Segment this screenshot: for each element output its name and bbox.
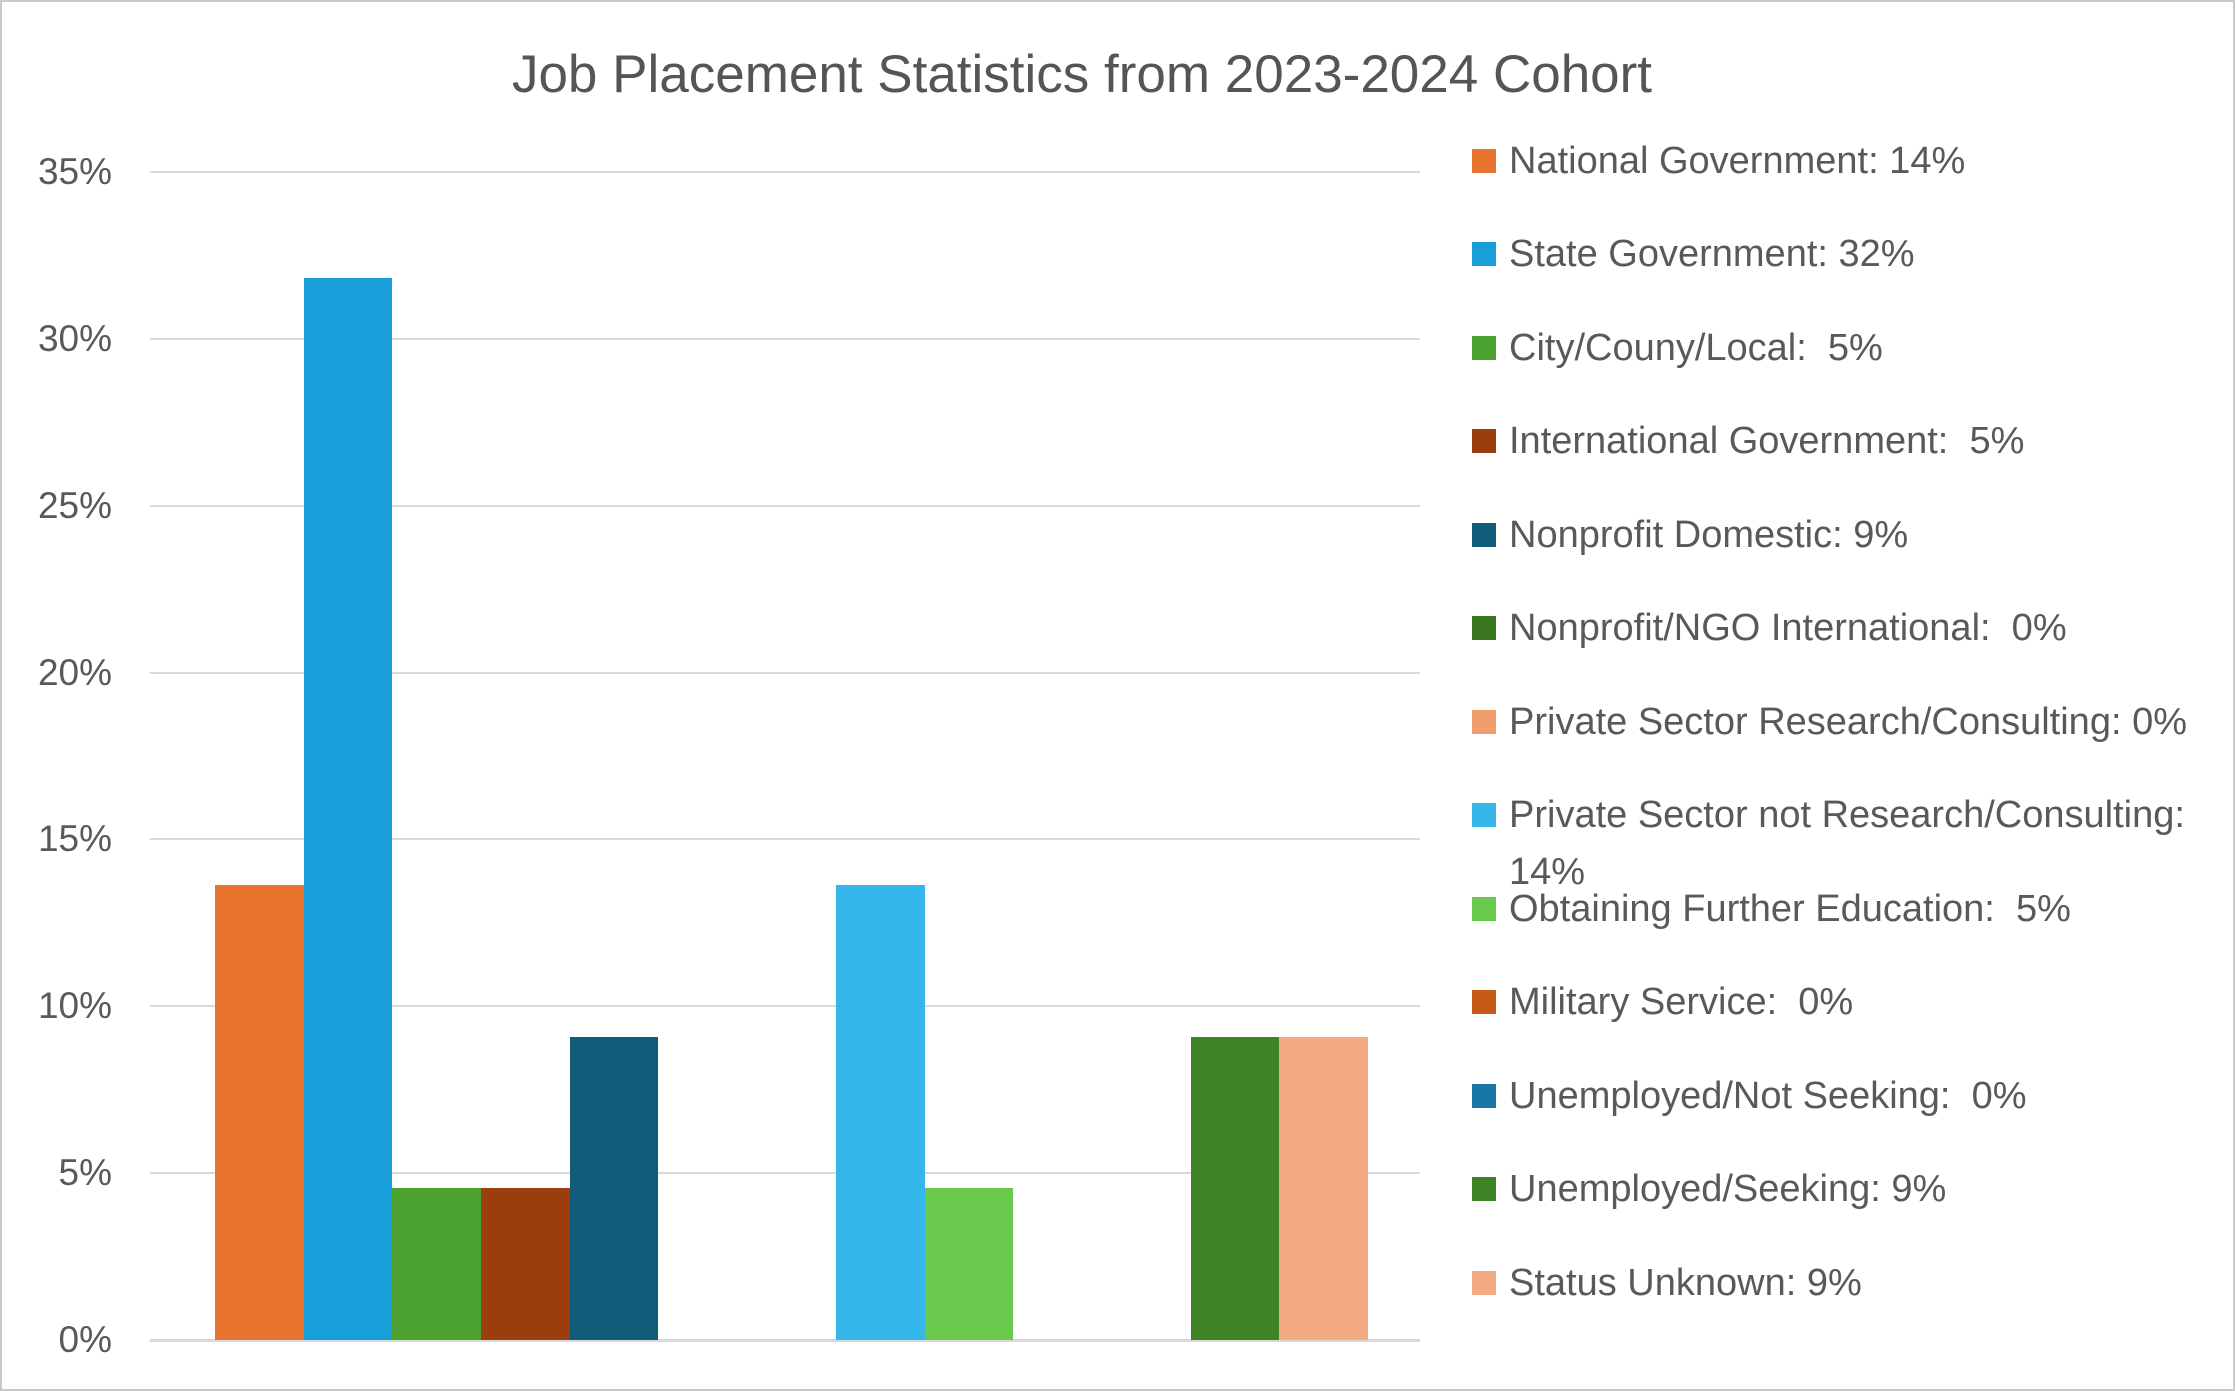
gridline-0pct (150, 1339, 1420, 1342)
legend-item-label: Unemployed/Not Seeking: 0% (1509, 1075, 2027, 1117)
y-axis-label: 5% (58, 1152, 112, 1193)
gridline-30pct (150, 338, 1420, 340)
legend-item-private-sector-not-research-consulting: Private Sector not Research/Consulting: … (1472, 787, 2214, 901)
legend-item-international-government: International Government: 5% (1472, 413, 2214, 470)
legend-item-label: Nonprofit/NGO International: 0% (1509, 607, 2067, 649)
gridline-35pct (150, 171, 1420, 173)
legend-item-status-unknown: Status Unknown: 9% (1472, 1255, 2214, 1312)
y-axis-label: 10% (37, 985, 112, 1026)
legend-item-label: Military Service: 0% (1509, 981, 1854, 1023)
y-axis-label: 0% (58, 1319, 112, 1360)
bar-nonprofit-domestic (570, 1037, 658, 1340)
chart-title: Job Placement Statistics from 2023-2024 … (511, 45, 1653, 104)
legend-item-label: National Government: 14% (1509, 140, 1966, 182)
gridline-20pct (150, 672, 1420, 674)
y-axis-label: 25% (37, 485, 112, 526)
legend-item-city-couny-local: City/Couny/Local: 5% (1472, 320, 2214, 377)
legend-item-nonprofit-ngo-international: Nonprofit/NGO International: 0% (1472, 600, 2214, 657)
y-axis-label: 15% (37, 818, 112, 859)
legend-item-label: Nonprofit Domestic: 9% (1509, 514, 1909, 556)
legend-swatch (1472, 242, 1496, 266)
legend-item-obtaining-further-education: Obtaining Further Education: 5% (1472, 881, 2214, 938)
bar-unemployed-seeking (1191, 1037, 1279, 1340)
bar-national-government (215, 885, 304, 1340)
bar-international-government (481, 1188, 570, 1340)
legend-item-unemployed-seeking: Unemployed/Seeking: 9% (1472, 1161, 2214, 1218)
legend-swatch (1472, 1084, 1496, 1108)
legend-item-label: City/Couny/Local: 5% (1509, 327, 1883, 369)
legend-item-label: International Government: 5% (1509, 420, 2025, 462)
bar-obtaining-further-education (925, 1188, 1013, 1340)
legend-item-label: Private Sector Research/Consulting: 0% (1509, 701, 2187, 743)
legend-item-label: Private Sector not Research/Consulting: … (1509, 794, 2196, 893)
legend-item-label: Obtaining Further Education: 5% (1509, 888, 2071, 930)
gridline-25pct (150, 505, 1420, 507)
legend-swatch (1472, 990, 1496, 1014)
legend-swatch (1472, 616, 1496, 640)
legend-item-national-government: National Government: 14% (1472, 133, 2214, 190)
legend-item-state-government: State Government: 32% (1472, 226, 2214, 283)
y-axis-label: 20% (37, 652, 112, 693)
legend-item-private-sector-research-consulting: Private Sector Research/Consulting: 0% (1472, 694, 2214, 751)
legend-swatch (1472, 897, 1496, 921)
legend-swatch (1472, 523, 1496, 547)
gridline-5pct (150, 1172, 1420, 1174)
gridline-10pct (150, 1005, 1420, 1007)
legend-item-label: Unemployed/Seeking: 9% (1509, 1168, 1947, 1210)
y-axis-label: 30% (37, 318, 112, 359)
bar-state-government (304, 278, 392, 1340)
legend-swatch (1472, 803, 1496, 827)
bar-private-sector-not-research-consulting (836, 885, 925, 1340)
legend-swatch (1472, 336, 1496, 360)
legend-swatch (1472, 1271, 1496, 1295)
legend-swatch (1472, 1177, 1496, 1201)
legend-item-unemployed-not-seeking: Unemployed/Not Seeking: 0% (1472, 1068, 2214, 1125)
legend-item-label: State Government: 32% (1509, 233, 1915, 275)
bar-status-unknown (1279, 1037, 1368, 1340)
y-axis-label: 35% (37, 151, 112, 192)
legend-item-label: Status Unknown: 9% (1509, 1262, 1862, 1304)
legend-swatch (1472, 710, 1496, 734)
legend-item-military-service: Military Service: 0% (1472, 974, 2214, 1031)
legend-item-nonprofit-domestic: Nonprofit Domestic: 9% (1472, 507, 2214, 564)
legend-swatch (1472, 149, 1496, 173)
bar-city-couny-local (392, 1188, 481, 1340)
gridline-15pct (150, 838, 1420, 840)
legend-swatch (1472, 429, 1496, 453)
